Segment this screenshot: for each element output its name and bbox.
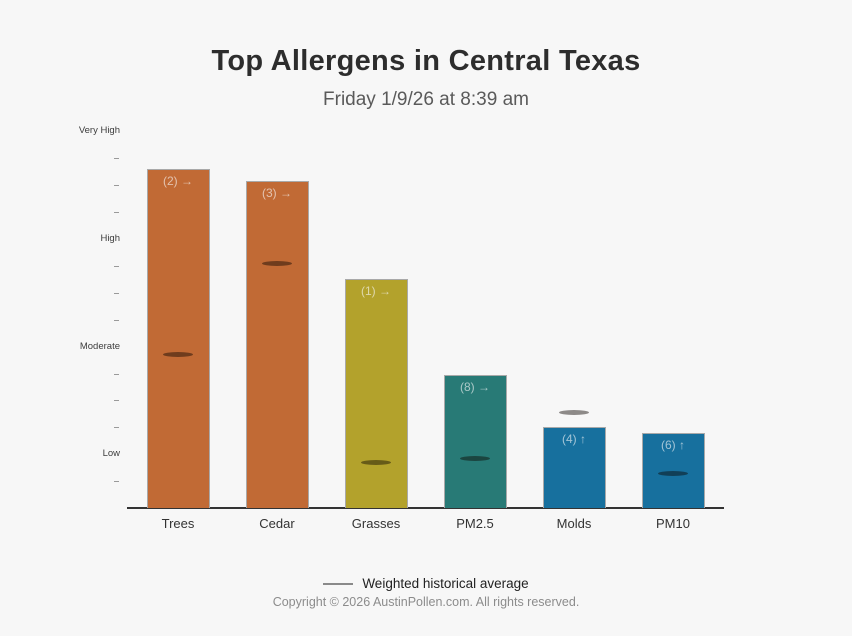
historical-average-marker bbox=[163, 352, 193, 358]
page-title: Top Allergens in Central Texas bbox=[211, 45, 641, 77]
x-axis-label: PM10 bbox=[656, 516, 690, 531]
x-axis-label: Grasses bbox=[351, 516, 401, 531]
x-axis-label: Molds bbox=[556, 516, 592, 531]
y-axis-minor-tick bbox=[114, 400, 119, 401]
bar-trees: (2) → bbox=[146, 169, 210, 508]
y-axis-label: Moderate bbox=[79, 340, 120, 352]
bar-value-label: (4) ↑ bbox=[562, 432, 586, 447]
historical-average-marker bbox=[559, 410, 589, 415]
historical-average-marker bbox=[262, 260, 292, 266]
y-axis-minor-tick bbox=[114, 481, 119, 482]
y-axis-minor-tick bbox=[114, 158, 119, 159]
y-axis-label: Very High bbox=[78, 125, 120, 137]
historical-average-marker bbox=[361, 459, 391, 465]
y-axis-label: High bbox=[100, 233, 120, 244]
y-axis-minor-tick bbox=[114, 185, 119, 186]
y-axis-minor-tick bbox=[114, 374, 119, 375]
bar-grasses: (1) → bbox=[344, 279, 408, 508]
y-axis-minor-tick bbox=[114, 427, 119, 428]
copyright-text: Copyright © 2026 AustinPollen.com. All r… bbox=[272, 595, 580, 609]
bar-value-label: (2) → bbox=[163, 174, 193, 189]
historical-average-marker bbox=[658, 470, 688, 476]
y-axis-minor-tick bbox=[114, 293, 119, 294]
historical-average-line-icon bbox=[323, 582, 354, 585]
page-subtitle: Friday 1/9/26 at 8:39 am bbox=[323, 89, 529, 110]
y-axis-minor-tick bbox=[114, 266, 119, 267]
bar-value-label: (6) ↑ bbox=[661, 437, 685, 452]
legend-label: Weighted historical average bbox=[362, 576, 529, 591]
bar-cedar: (3) → bbox=[245, 181, 309, 508]
x-axis-label: Cedar bbox=[259, 516, 295, 531]
bar-value-label: (3) → bbox=[262, 186, 292, 201]
legend: Weighted historical average bbox=[0, 576, 852, 591]
bar-pm25: (8) → bbox=[443, 374, 507, 508]
bar-molds: (4) ↑ bbox=[542, 427, 606, 508]
bar-value-label: (8) → bbox=[460, 379, 490, 394]
historical-average-marker bbox=[460, 455, 490, 461]
y-axis-minor-tick bbox=[114, 212, 119, 213]
x-axis-line bbox=[127, 507, 724, 509]
y-axis-minor-tick bbox=[114, 320, 119, 321]
x-axis-label: Trees bbox=[161, 516, 195, 531]
y-axis-label: Low bbox=[102, 448, 120, 460]
bar-value-label: (1) → bbox=[361, 284, 391, 299]
x-axis-label: PM2.5 bbox=[456, 516, 494, 531]
bar-pm10: (6) ↑ bbox=[641, 432, 705, 508]
